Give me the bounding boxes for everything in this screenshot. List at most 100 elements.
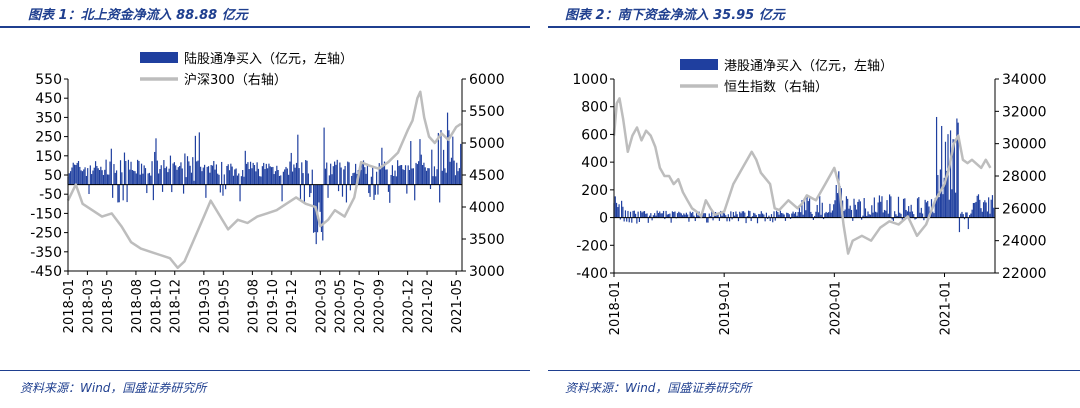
bar [825,211,827,218]
bar [695,211,698,218]
bar [88,184,90,195]
bar [203,164,206,185]
bar [949,130,952,218]
x-tick-label: 2019-08 [246,279,261,333]
bar [624,210,627,218]
bar [694,217,696,222]
bar [767,217,769,219]
bar [334,161,336,185]
bar [636,217,638,224]
bar [664,217,666,220]
bar [177,167,179,185]
bar [343,169,345,185]
bar [745,217,747,224]
bar [93,167,95,185]
bar [360,169,362,185]
bar [915,217,917,219]
bar [819,196,821,218]
bar [306,160,308,185]
bar [108,174,110,185]
bar [280,175,282,185]
left-tick-label: 0 [599,211,608,227]
bar [910,204,912,218]
bar [192,157,194,185]
bar [826,212,828,218]
bar [293,164,295,185]
bar [786,212,788,218]
bar [689,211,691,218]
bar [179,165,181,185]
bar [148,172,151,185]
bar [412,168,415,185]
bar [138,160,140,185]
left-tick-label: 1000 [572,72,608,88]
right-tick-label: 26000 [1002,201,1047,217]
bar [638,217,640,223]
bar [297,134,299,185]
bar [773,211,775,218]
x-tick-label: 2021-02 [421,279,436,333]
bar [875,211,877,218]
left-tick-label: 150 [35,149,62,165]
bar [824,213,826,218]
bar [750,217,752,222]
bar [623,217,625,222]
bar [969,215,971,218]
bar [781,212,783,218]
bar [654,213,656,218]
bar [708,213,710,218]
bar [289,161,291,185]
bar [171,184,173,193]
bar [652,215,654,218]
bar [163,160,165,185]
bar [854,204,856,218]
bar [887,213,889,218]
bar [913,214,915,218]
bar [891,217,893,220]
bar [340,167,342,185]
bar [989,213,991,218]
bar [687,214,689,218]
bar [668,214,670,218]
bar [632,210,634,218]
bar [83,169,85,185]
bar [650,213,652,218]
x-tick-label: 2020-05 [334,279,349,333]
bar [165,166,168,185]
bar [347,161,349,185]
bar [190,172,193,185]
bar [643,211,646,218]
bar [182,184,185,194]
bar [75,165,77,185]
bar [760,211,762,218]
bar [811,213,813,218]
bar [660,213,662,218]
left-tick-label: -400 [576,266,608,282]
bar [431,149,433,185]
bar [749,211,751,218]
bar [140,163,143,185]
bar [301,162,303,185]
bar [821,202,823,218]
bar [168,168,170,185]
bar [429,184,432,190]
southbound-chart: 1000 800 600 400 200 0 -200 -400 34000 32000 30000… [572,59,1047,335]
bar [977,194,980,218]
bar [909,211,911,218]
bar [845,196,848,218]
bar [209,172,211,185]
bar [645,213,647,218]
bar [938,197,940,218]
bar [286,168,288,185]
bar [934,197,936,218]
bar [310,184,312,194]
bar [458,168,460,185]
bar [278,175,281,185]
bar [789,217,792,219]
bar [892,217,894,221]
bar [330,163,332,185]
bar [261,166,263,185]
right-tick-label: 32000 [1002,104,1047,120]
bar [704,213,707,218]
bar [911,211,914,218]
